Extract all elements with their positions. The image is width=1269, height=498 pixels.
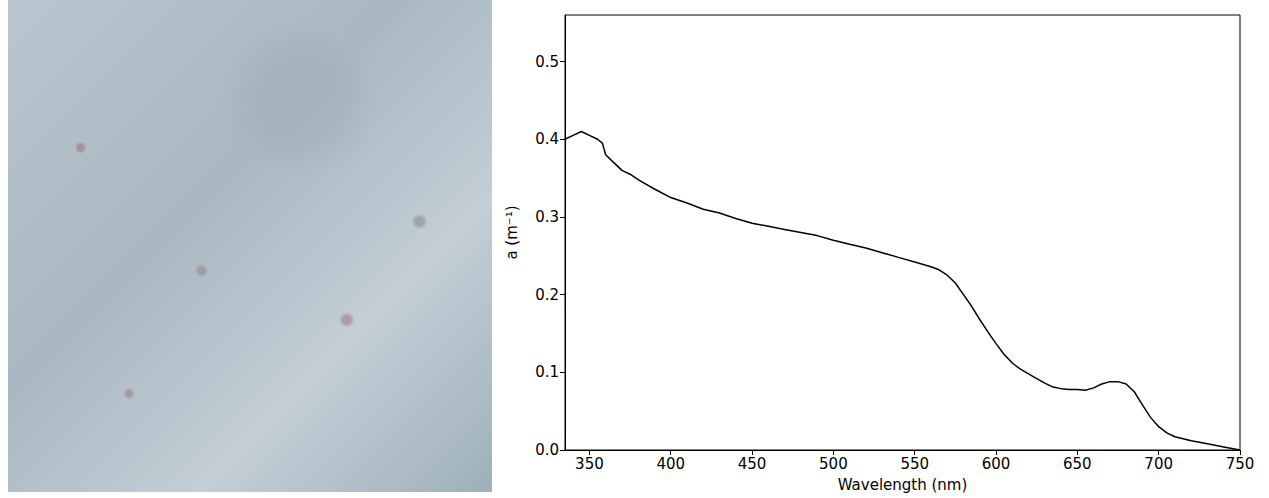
svg-text:0.4: 0.4 (535, 130, 559, 148)
svg-text:0.0: 0.0 (535, 441, 559, 459)
svg-text:0.3: 0.3 (535, 208, 559, 226)
svg-text:Wavelength (nm): Wavelength (nm) (838, 476, 968, 494)
svg-text:a (m⁻¹): a (m⁻¹) (503, 205, 521, 259)
svg-text:400: 400 (656, 455, 685, 473)
svg-text:750: 750 (1226, 455, 1255, 473)
svg-text:650: 650 (1063, 455, 1092, 473)
svg-text:0.2: 0.2 (535, 286, 559, 304)
svg-text:500: 500 (819, 455, 848, 473)
svg-text:600: 600 (982, 455, 1011, 473)
svg-text:0.1: 0.1 (535, 363, 559, 381)
svg-text:700: 700 (1144, 455, 1173, 473)
svg-text:450: 450 (738, 455, 767, 473)
svg-text:350: 350 (575, 455, 604, 473)
svg-text:550: 550 (900, 455, 929, 473)
svg-text:0.5: 0.5 (535, 53, 559, 71)
